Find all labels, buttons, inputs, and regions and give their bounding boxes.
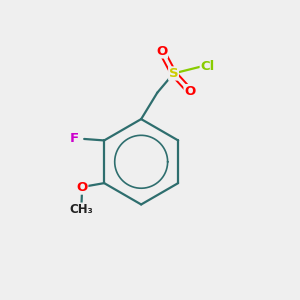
Text: CH₃: CH₃ bbox=[70, 203, 93, 216]
Text: O: O bbox=[184, 85, 195, 98]
Text: S: S bbox=[169, 67, 178, 80]
Text: O: O bbox=[76, 181, 88, 194]
Text: O: O bbox=[156, 45, 167, 58]
Text: Cl: Cl bbox=[200, 60, 214, 73]
Text: F: F bbox=[70, 133, 79, 146]
